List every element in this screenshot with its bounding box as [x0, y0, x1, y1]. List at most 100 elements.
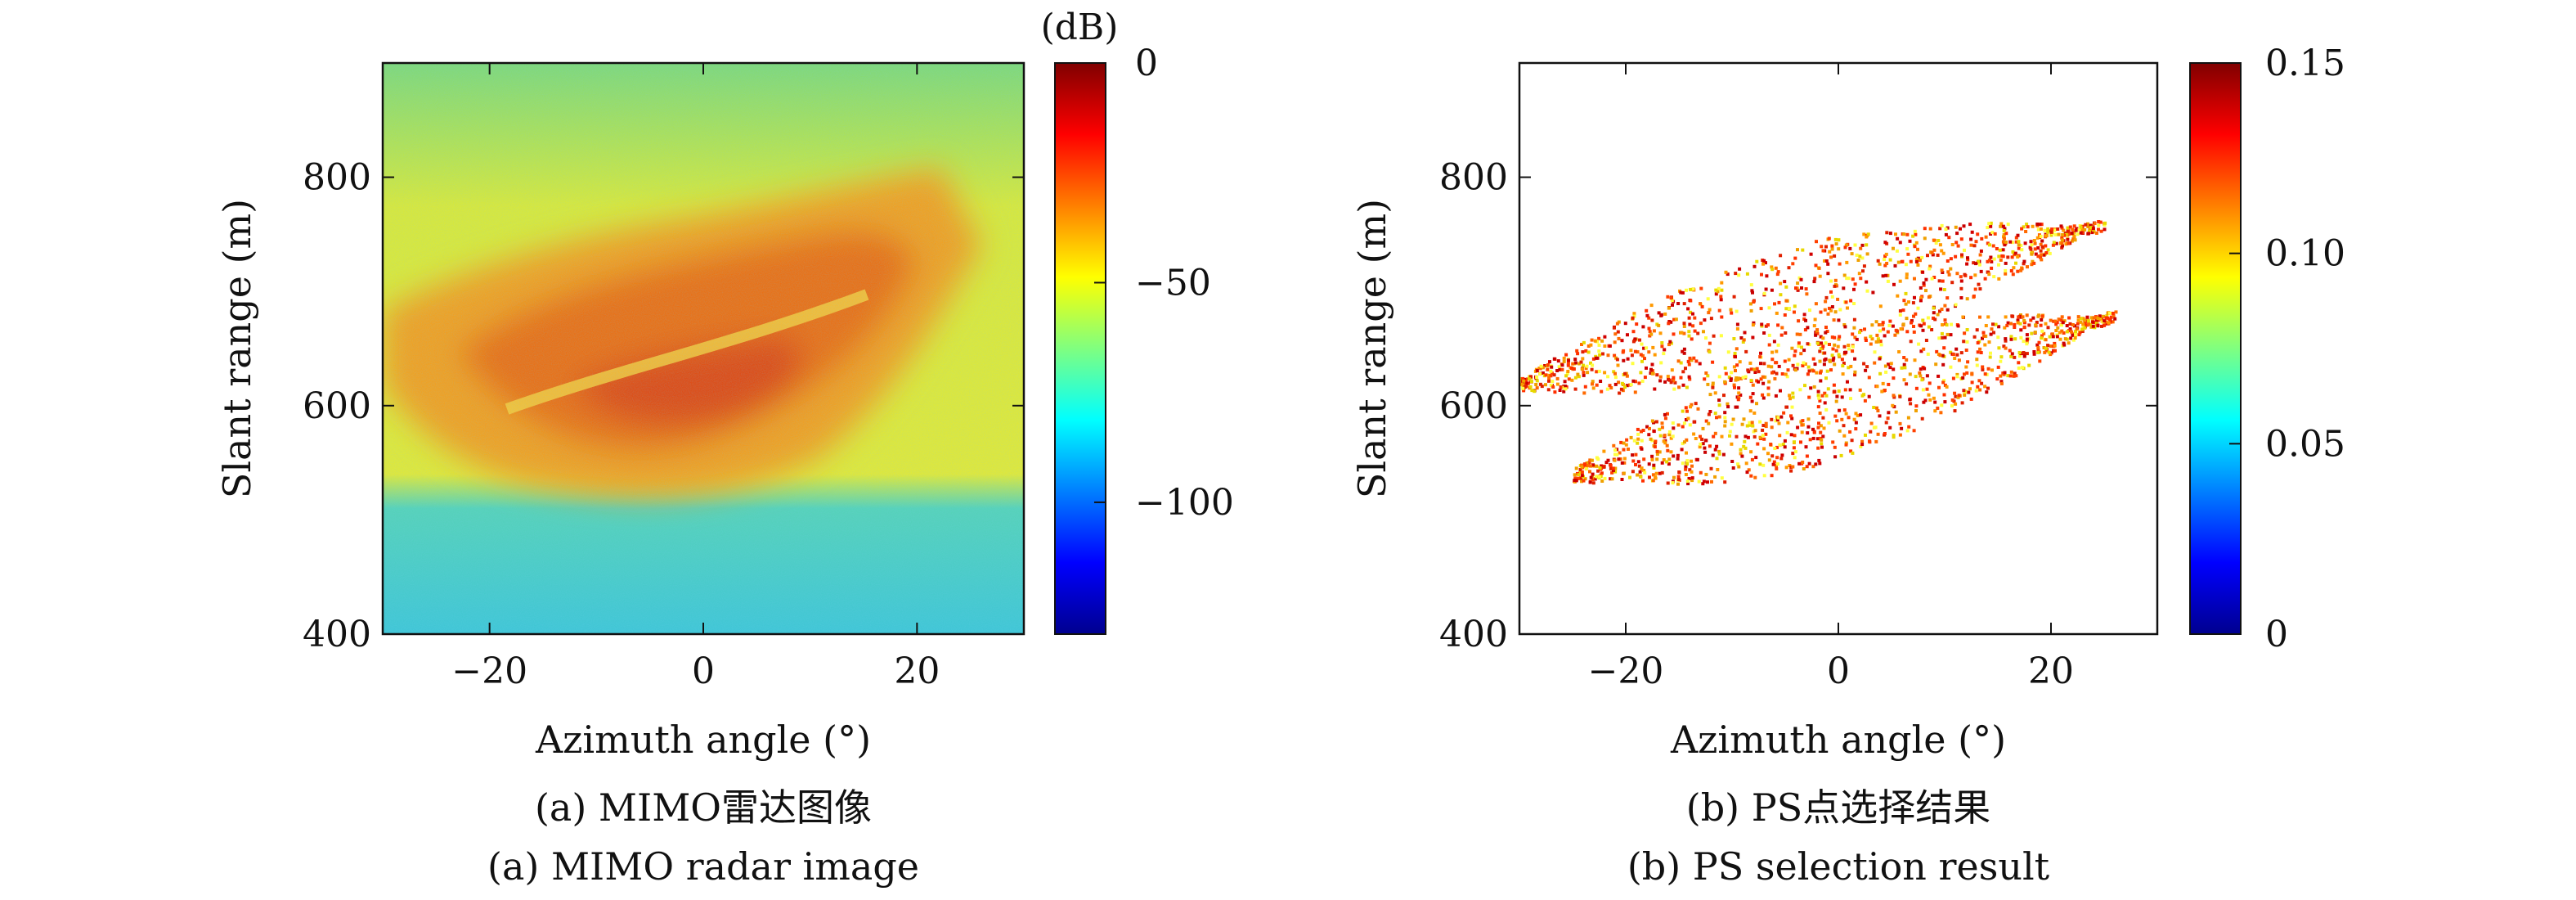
ps-point	[1826, 387, 1830, 391]
ps-point	[1796, 362, 1800, 367]
ps-point	[2035, 321, 2039, 324]
ps-point	[1978, 388, 1982, 392]
ps-point	[1681, 290, 1685, 295]
colorbar-a-tick-label: 0	[1135, 43, 1158, 84]
ps-point	[2011, 272, 2015, 277]
ps-point	[1783, 359, 1787, 363]
ps-point	[1865, 280, 1869, 284]
ps-point	[1682, 347, 1686, 351]
ps-point	[1921, 388, 1925, 392]
ps-point	[1990, 231, 1995, 235]
ps-point	[2076, 322, 2080, 326]
ps-point	[1861, 269, 1865, 273]
ps-point	[1780, 453, 1784, 457]
ps-point	[1954, 347, 1959, 351]
ps-point	[2071, 237, 2076, 241]
ps-point	[1735, 347, 1739, 351]
ps-point	[1848, 246, 1852, 250]
ps-point	[1935, 349, 1939, 353]
ps-point	[1963, 248, 1966, 252]
ps-point	[1796, 248, 1799, 252]
ps-point	[2068, 232, 2072, 236]
ps-point	[2020, 267, 2024, 271]
ps-point	[1548, 360, 1551, 364]
ps-point	[1667, 343, 1671, 347]
ps-point	[1938, 243, 1942, 247]
ps-point	[1945, 385, 1949, 389]
ps-point	[1649, 371, 1653, 375]
ps-point	[1745, 470, 1749, 475]
ps-point	[1591, 478, 1595, 482]
ps-point	[1685, 385, 1689, 389]
ps-point	[1972, 244, 1977, 248]
ps-point	[1613, 340, 1617, 344]
ps-point	[1836, 344, 1840, 349]
ps-point	[1780, 326, 1784, 330]
ps-point	[1823, 358, 1827, 362]
ps-point	[1690, 358, 1694, 362]
ps-point	[1772, 340, 1776, 344]
ps-point	[1745, 272, 1749, 276]
ps-point	[1806, 425, 1811, 429]
ps-point	[1825, 369, 1829, 373]
ps-point	[1837, 318, 1841, 322]
ps-point	[1597, 369, 1601, 373]
ps-point	[1620, 381, 1624, 385]
ps-point	[1666, 481, 1670, 485]
ps-point	[2044, 338, 2048, 342]
ps-point	[1631, 330, 1636, 334]
ps-point	[2036, 346, 2040, 349]
ps-point	[1704, 439, 1708, 443]
ps-point	[1959, 227, 1962, 231]
ps-point	[1711, 385, 1715, 389]
ps-point	[1667, 322, 1671, 326]
ps-point	[1872, 425, 1876, 430]
ps-point	[2017, 246, 2021, 250]
ps-point	[2033, 247, 2037, 251]
ps-point	[2062, 233, 2067, 237]
ps-point	[1824, 407, 1829, 412]
ps-point	[1953, 357, 1957, 360]
ps-point	[1912, 330, 1916, 334]
ps-point	[1567, 377, 1571, 381]
ps-point	[1926, 316, 1930, 320]
ps-point	[1549, 369, 1553, 373]
ps-point	[1590, 458, 1594, 462]
ps-point	[1557, 365, 1561, 369]
ps-point	[1949, 333, 1953, 337]
ps-point	[1905, 232, 1910, 236]
ps-point	[1629, 349, 1633, 353]
ps-point	[1919, 296, 1923, 300]
ps-point	[1566, 363, 1570, 367]
ps-point	[1755, 402, 1758, 406]
ps-point	[2107, 321, 2111, 325]
ps-point	[1939, 287, 1943, 291]
ps-point	[2046, 344, 2050, 348]
ps-point	[1793, 440, 1796, 444]
ps-point	[2039, 242, 2043, 246]
ps-point	[1535, 379, 1539, 383]
ps-point	[1942, 346, 1946, 350]
ps-point	[1680, 448, 1684, 452]
ps-point	[1925, 387, 1929, 391]
ps-point	[1779, 389, 1782, 393]
ps-point	[2067, 241, 2071, 245]
ps-point	[1715, 416, 1718, 420]
ps-point	[2106, 311, 2110, 315]
ps-point	[1815, 371, 1819, 375]
ps-point	[2079, 231, 2083, 235]
ps-point	[1818, 398, 1822, 403]
ps-point	[1892, 434, 1896, 438]
ps-point	[2037, 340, 2041, 344]
ps-point	[1999, 374, 2003, 378]
ps-point	[1830, 335, 1834, 340]
ps-point	[1751, 323, 1755, 327]
ps-point	[1975, 363, 1979, 367]
ps-point	[2079, 317, 2083, 321]
ps-point	[1814, 302, 1818, 306]
ps-point	[1655, 373, 1659, 377]
ps-point	[1923, 236, 1927, 241]
ps-point	[1896, 294, 1900, 298]
ps-point	[2094, 321, 2098, 325]
ps-point	[1798, 388, 1802, 392]
